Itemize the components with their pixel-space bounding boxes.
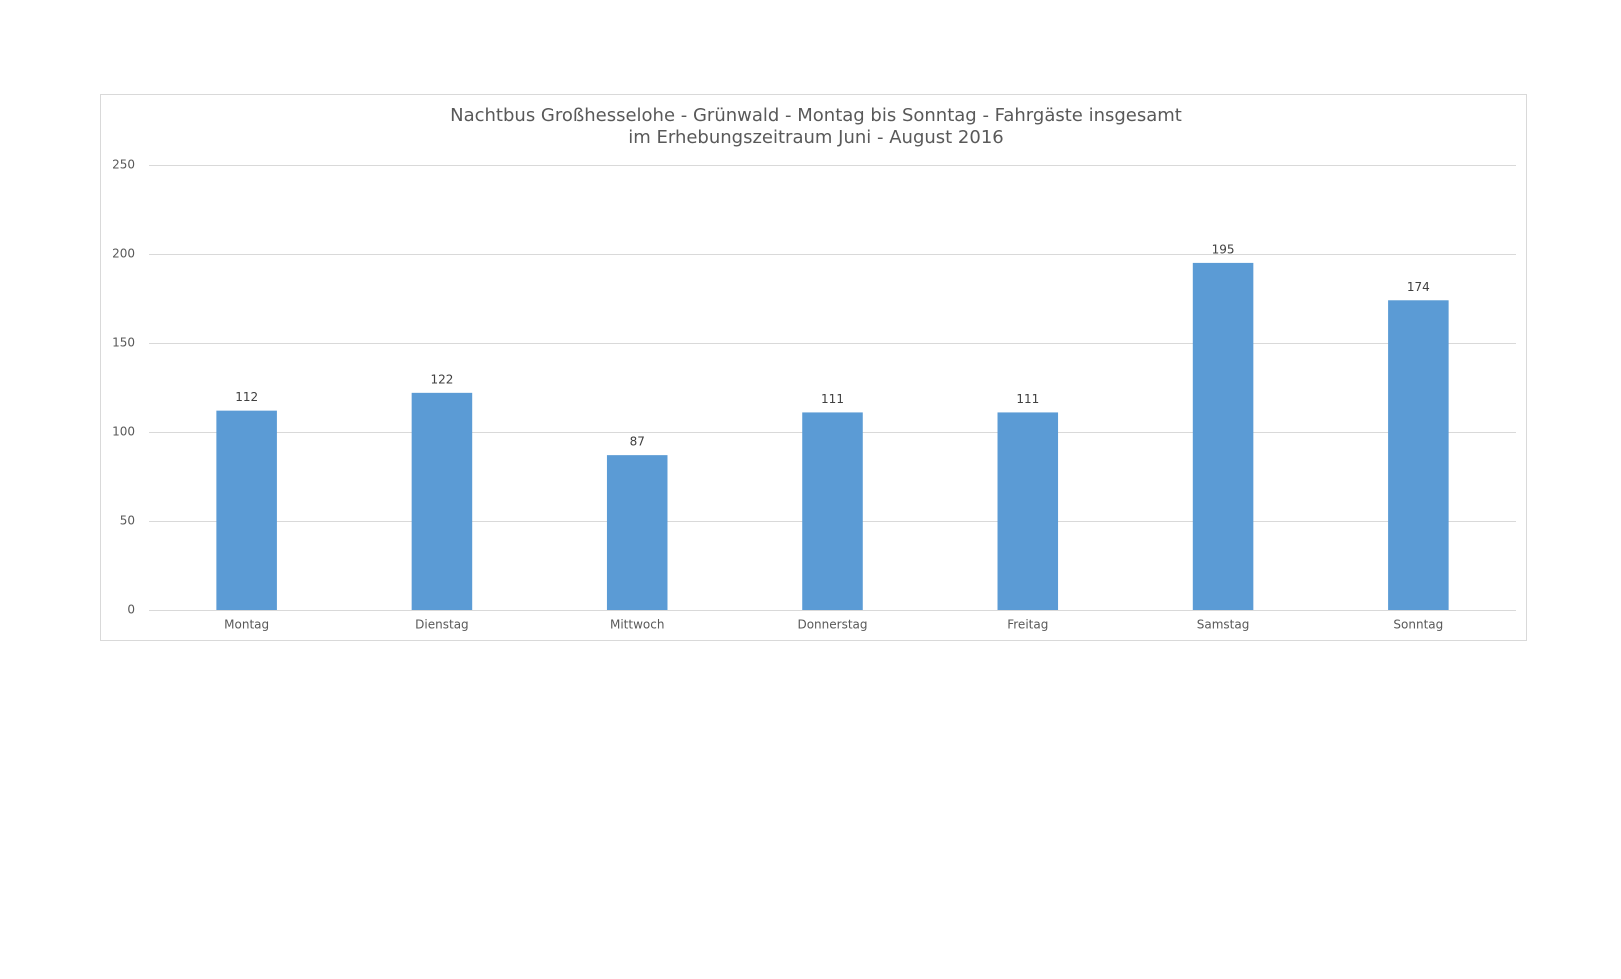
x-tick-label: Sonntag [1393, 618, 1443, 632]
chart-subtitle: im Erhebungszeitraum Juni - August 2016 [628, 127, 1004, 148]
y-tick-label: 50 [120, 514, 135, 528]
bar [216, 410, 277, 610]
bar [606, 455, 668, 610]
x-tick-label: Donnerstag [797, 618, 867, 632]
bar [411, 392, 473, 610]
x-tick-label: Samstag [1197, 618, 1250, 632]
bar [1192, 262, 1254, 610]
data-label: 111 [1016, 392, 1039, 406]
bar [802, 412, 863, 610]
data-label: 195 [1212, 242, 1235, 256]
y-tick-label: 100 [112, 425, 135, 439]
x-tick-label: Montag [224, 618, 269, 632]
chart-title: Nachtbus Großhesselohe - Grünwald - Mont… [450, 105, 1182, 126]
y-tick-label: 250 [112, 158, 135, 172]
x-tick-label: Mittwoch [610, 618, 664, 632]
data-label: 174 [1407, 280, 1430, 294]
x-tick-label: Freitag [1007, 618, 1048, 632]
y-tick-label: 150 [112, 336, 135, 350]
x-tick-label: Dienstag [415, 618, 469, 632]
data-label: 122 [430, 372, 453, 386]
data-label: 87 [630, 435, 645, 449]
bar [997, 412, 1059, 610]
data-label: 112 [235, 390, 258, 404]
bar [1388, 300, 1449, 610]
y-tick-label: 200 [112, 247, 135, 261]
y-tick-label: 0 [127, 603, 135, 617]
data-label: 111 [821, 392, 844, 406]
